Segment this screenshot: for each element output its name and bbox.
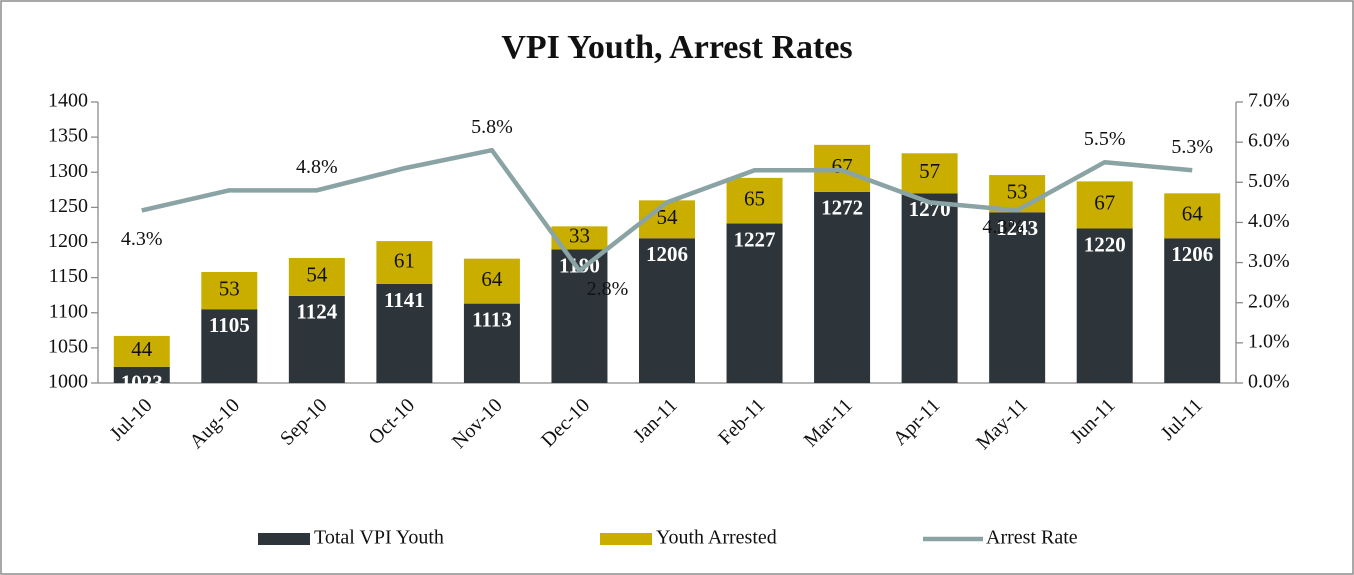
bar-value-label: 1243 <box>996 216 1038 240</box>
bar-segment <box>113 366 170 383</box>
bar-segment <box>1076 228 1133 383</box>
bar-value-label: 53 <box>1007 179 1028 203</box>
y2-tick-label: 7.0% <box>1248 90 1290 112</box>
line-value-label: 4.8% <box>296 156 338 178</box>
line-value-label: 5.3% <box>1171 136 1213 158</box>
bar-value-label: 1220 <box>1084 232 1126 256</box>
y2-tick-label: 3.0% <box>1248 250 1290 272</box>
bar-segment <box>1164 193 1221 239</box>
bar-value-label: 33 <box>569 224 590 248</box>
bar-segment <box>726 177 783 224</box>
bar-segment <box>989 175 1046 213</box>
y2-tick-label: 1.0% <box>1248 330 1290 352</box>
bar-segment <box>1076 181 1133 229</box>
bar-value-label: 67 <box>1094 191 1115 215</box>
bar-segment <box>901 153 958 194</box>
bar-segment <box>463 258 520 304</box>
bar-value-label: 44 <box>131 337 153 361</box>
bar-value-label: 1124 <box>296 300 337 324</box>
bar-segment <box>113 335 170 367</box>
bar-value-label: 57 <box>919 159 940 183</box>
bar-segment <box>551 226 608 250</box>
bar-value-label: 1023 <box>121 371 163 395</box>
y2-tick-label: 6.0% <box>1248 130 1290 152</box>
bar-value-label: 65 <box>744 187 765 211</box>
y-tick-label: 1350 <box>48 125 88 147</box>
bar-segment <box>201 309 258 383</box>
bar-segment <box>376 241 433 284</box>
bar-segment <box>1164 238 1221 383</box>
bar-value-label: 1206 <box>646 242 688 266</box>
legend-label: Total VPI Youth <box>314 527 444 549</box>
line-value-label: 4.3% <box>982 216 1024 238</box>
y2-tick-label: 0.0% <box>1248 371 1290 393</box>
bar-value-label: 1105 <box>209 313 250 337</box>
legend-swatch <box>600 533 652 545</box>
y-tick-label: 1150 <box>49 265 88 287</box>
bar-value-label: 54 <box>306 263 328 287</box>
bar-segment <box>639 238 695 383</box>
y2-tick-label: 4.0% <box>1248 210 1290 232</box>
bar-segment <box>288 257 345 296</box>
bar-segment <box>989 212 1046 383</box>
y-tick-label: 1000 <box>48 371 88 393</box>
legend-swatch <box>258 533 310 545</box>
y-tick-label: 1300 <box>48 160 88 182</box>
bar-segment <box>901 193 958 383</box>
y-tick-label: 1250 <box>48 195 88 217</box>
bar-segment <box>463 303 520 383</box>
bar-value-label: 1206 <box>1171 242 1213 266</box>
bar-value-label: 1227 <box>734 227 776 251</box>
bar-segment <box>814 191 871 383</box>
line-value-label: 2.8% <box>587 278 629 300</box>
bar-segment <box>288 295 345 383</box>
chart-title: VPI Youth, Arrest Rates <box>501 29 852 66</box>
bar-value-label: 53 <box>219 276 240 300</box>
legend-label: Youth Arrested <box>656 527 777 549</box>
bar-value-label: 1113 <box>472 307 512 331</box>
line-value-label: 5.8% <box>471 116 513 138</box>
bar-value-label: 64 <box>481 267 503 291</box>
bar-value-label: 54 <box>657 205 679 229</box>
y-tick-label: 1400 <box>48 90 88 112</box>
y2-tick-label: 2.0% <box>1248 290 1290 312</box>
legend-label: Arrest Rate <box>986 527 1078 549</box>
bar-value-label: 61 <box>394 248 415 272</box>
bar-segment <box>201 272 258 310</box>
bar-value-label: 64 <box>1182 202 1204 226</box>
line-series <box>141 147 1193 273</box>
y-tick-label: 1100 <box>49 300 88 322</box>
bar-segment <box>376 283 433 383</box>
y2-tick-label: 5.0% <box>1248 170 1290 192</box>
bar-value-label: 1272 <box>821 196 863 220</box>
line-value-label: 5.5% <box>1084 128 1126 150</box>
bar-value-label: 1141 <box>384 288 425 312</box>
bar-segment <box>726 223 783 383</box>
y-tick-label: 1050 <box>48 335 88 357</box>
line-value-label: 4.3% <box>121 228 163 250</box>
y-tick-label: 1200 <box>48 230 88 252</box>
